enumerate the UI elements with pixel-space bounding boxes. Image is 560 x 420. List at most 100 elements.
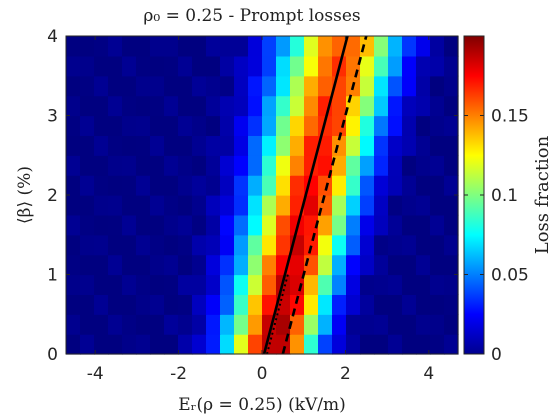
heatmap-cell (234, 175, 249, 196)
heatmap-cell (290, 155, 305, 176)
heatmap-cell (444, 55, 459, 77)
heatmap-cell (290, 36, 305, 57)
heatmap-cell (360, 175, 375, 196)
heatmap-cell (402, 214, 417, 236)
x-tick-label: -2 (170, 364, 187, 384)
heatmap-cell (248, 115, 263, 136)
overlay-lines (262, 35, 368, 355)
heatmap-cell (164, 55, 179, 77)
heatmap-cell (318, 274, 333, 295)
heatmap-cell (178, 274, 193, 295)
heatmap-cell (80, 55, 95, 77)
heatmap-cell (108, 234, 123, 256)
heatmap-cell (122, 234, 137, 256)
heatmap-cell (388, 214, 403, 236)
heatmap-cell (234, 55, 249, 77)
heatmap-cell (108, 115, 123, 136)
heatmap-cell (136, 234, 151, 256)
heatmap-cell (234, 334, 249, 355)
heatmap-cell (388, 254, 403, 276)
heatmap-cell (108, 36, 123, 57)
heatmap-cell (430, 254, 445, 276)
heatmap-cell (136, 314, 151, 335)
heatmap-cell (416, 294, 431, 315)
heatmap-cell (276, 55, 291, 77)
heatmap-cell (192, 115, 207, 136)
heatmap-cell (416, 36, 431, 57)
heatmap-cell (402, 254, 417, 276)
heatmap-cell (374, 175, 389, 196)
heatmap-cell (332, 175, 347, 196)
heatmap-cell (388, 36, 403, 57)
heatmap-cell (416, 274, 431, 295)
heatmap-cell (416, 75, 431, 97)
heatmap-cell (374, 294, 389, 315)
heatmap-cell (444, 175, 459, 196)
heatmap-cell (318, 234, 333, 256)
heatmap-cell (136, 115, 151, 136)
heatmap-cell (360, 155, 375, 176)
heatmap-cell (430, 294, 445, 315)
heatmap-cell (262, 115, 277, 136)
heatmap-cell (374, 55, 389, 77)
heatmap-cell (262, 135, 277, 156)
heatmap-cell (332, 334, 347, 355)
heatmap-cell (150, 294, 165, 315)
heatmap-cell (444, 234, 459, 256)
x-tick-label: -4 (87, 364, 104, 384)
heatmap-cell (332, 95, 347, 117)
heatmap-cell (136, 95, 151, 117)
heatmap-cell (178, 155, 193, 176)
heatmap-cell (150, 115, 165, 136)
heatmap-cell (374, 95, 389, 117)
heatmap-cell (150, 75, 165, 97)
colorbar-tick-label: 0.05 (491, 266, 529, 286)
heatmap-cell (332, 254, 347, 276)
heatmap-cell (276, 214, 291, 236)
heatmap-cell (248, 334, 263, 355)
heatmap-cell (402, 274, 417, 295)
heatmap-cell (178, 36, 193, 57)
heatmap-cell (122, 55, 137, 77)
heatmap-cell (346, 254, 361, 276)
heatmap-cell (220, 175, 235, 196)
heatmap-cell (178, 175, 193, 196)
heatmap-cell (388, 115, 403, 136)
colorbar: 0 0.05 0.1 0.15 (463, 35, 529, 365)
heatmap-cell (66, 294, 81, 315)
heatmap-cell (206, 314, 221, 335)
heatmap-cell (108, 274, 123, 295)
heatmap-cell (402, 95, 417, 117)
heatmap-cell (318, 135, 333, 156)
heatmap-cell (374, 155, 389, 176)
heatmap-cell (192, 95, 207, 117)
heatmap-cell (150, 95, 165, 117)
heatmap-cell (388, 234, 403, 256)
heatmap-cell (136, 75, 151, 97)
heatmap-cell (276, 234, 291, 256)
heatmap-cell (164, 214, 179, 236)
heatmap-cell (262, 254, 277, 276)
heatmap-cell (108, 195, 123, 216)
heatmap-cell (234, 195, 249, 216)
heatmap-cell (234, 314, 249, 335)
heatmap-cell (444, 314, 459, 335)
heatmap-cell (220, 135, 235, 156)
x-tick-label: 2 (340, 364, 351, 384)
heatmap-cell (402, 135, 417, 156)
heatmap-cell (318, 314, 333, 335)
heatmap-cell (262, 274, 277, 295)
heatmap-cell (220, 155, 235, 176)
heatmap-cell (262, 36, 277, 57)
heatmap-cell (402, 155, 417, 176)
heatmap-area (66, 36, 459, 355)
heatmap-cell (234, 294, 249, 315)
heatmap-cell (374, 274, 389, 295)
colorbar-tick-label: 0.15 (491, 107, 529, 127)
heatmap-cell (206, 55, 221, 77)
heatmap-cell (402, 334, 417, 355)
heatmap-cell (66, 175, 81, 196)
heatmap-cell (150, 36, 165, 57)
heatmap-cell (108, 55, 123, 77)
heatmap-cell (262, 234, 277, 256)
